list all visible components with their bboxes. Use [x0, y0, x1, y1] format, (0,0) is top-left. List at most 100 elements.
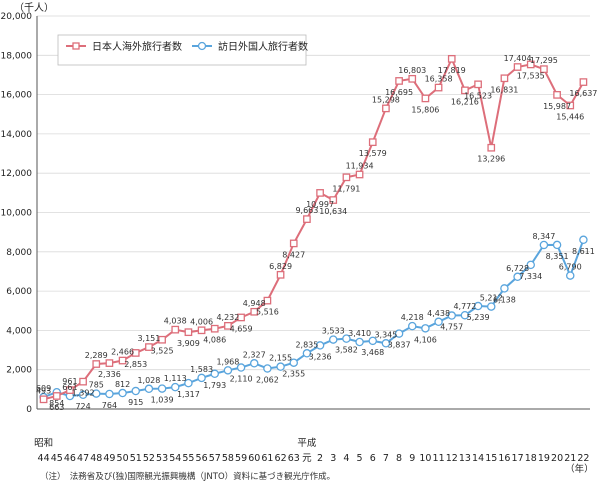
inbound-data-label: 764	[102, 401, 117, 410]
inbound-marker	[473, 301, 483, 311]
x-tick-label: 22	[577, 453, 589, 464]
outbound-data-label: 11,934	[346, 161, 374, 170]
inbound-marker	[421, 324, 430, 333]
outbound-data-label: 2,853	[124, 360, 147, 369]
outbound-marker	[184, 328, 193, 337]
outbound-data-label: 17,535	[517, 71, 545, 80]
inbound-marker	[566, 271, 575, 280]
outbound-marker	[158, 335, 166, 344]
y-tick-label: 16,000	[1, 91, 33, 101]
x-tick-label: 61	[261, 453, 273, 464]
outbound-marker	[355, 170, 364, 179]
inbound-marker	[500, 284, 509, 293]
outbound-marker	[434, 83, 443, 92]
outbound-data-label: 13,579	[359, 149, 387, 158]
inbound-data-label: 6,728	[506, 264, 529, 273]
y-tick-label: 4,000	[6, 326, 32, 336]
outbound-data-label: 15,987	[543, 102, 571, 111]
x-tick-label: 46	[64, 453, 76, 464]
outbound-marker	[105, 359, 114, 367]
inbound-data-label: 4,757	[440, 323, 463, 332]
inbound-marker	[236, 363, 246, 372]
x-unit-label: （年）	[565, 463, 594, 475]
x-tick-label: 9	[409, 453, 415, 464]
y-tick-label: 10,000	[1, 209, 33, 219]
era-label-heisei: 平成	[297, 437, 317, 449]
outbound-marker	[540, 65, 548, 74]
inbound-marker	[434, 317, 443, 327]
inbound-data-label: 6,790	[559, 263, 582, 272]
outbound-marker	[461, 86, 469, 95]
inbound-marker	[328, 335, 338, 344]
inbound-data-label: 1,968	[216, 357, 239, 366]
inbound-marker	[342, 334, 351, 343]
outbound-data-label: 2,289	[85, 351, 108, 360]
outbound-data-label: 16,358	[425, 75, 453, 84]
inbound-marker	[526, 260, 536, 270]
outbound-marker	[210, 324, 219, 333]
x-tick-label: 62	[275, 453, 287, 464]
x-tick-label: 57	[209, 453, 221, 464]
inbound-data-label: 1,793	[203, 381, 226, 390]
outbound-marker	[447, 55, 456, 63]
outbound-marker	[118, 356, 127, 365]
outbound-marker	[421, 94, 430, 103]
y-tick-label: 12,000	[1, 169, 33, 179]
x-tick-label: 7	[383, 453, 389, 464]
x-tick-label: 44	[38, 453, 50, 464]
outbound-marker	[316, 189, 324, 197]
x-tick-label: 48	[90, 453, 102, 464]
inbound-marker	[157, 384, 167, 393]
outbound-marker	[342, 173, 351, 182]
outbound-marker	[145, 343, 153, 351]
outbound-data-label: 17,819	[438, 66, 466, 75]
inbound-data-label: 854	[49, 399, 64, 408]
outbound-data-label: 16,831	[490, 85, 518, 94]
x-tick-label: 5	[357, 453, 363, 464]
source-note: （注） 法務省及び(独)国際観光振興機構（JNTO）資料に基づき観光庁作成。	[40, 472, 336, 482]
x-tick-label: 10	[419, 453, 431, 464]
inbound-marker	[394, 329, 404, 338]
inbound-data-label: 1,028	[137, 376, 160, 385]
x-tick-label: 49	[103, 453, 115, 464]
x-tick-label: 55	[182, 453, 194, 464]
inbound-data-label: 3,468	[361, 348, 384, 357]
x-tick-label: 54	[169, 453, 181, 464]
x-tick-label: 8	[396, 453, 402, 464]
inbound-data-label: 609	[36, 384, 51, 393]
inbound-marker	[210, 369, 219, 379]
x-tick-label: 45	[51, 453, 63, 464]
outbound-marker	[197, 326, 206, 335]
outbound-marker	[237, 313, 245, 322]
inbound-data-label: 4,218	[401, 313, 424, 322]
outbound-data-label: 10,997	[306, 200, 334, 209]
inbound-marker	[184, 378, 193, 388]
x-tick-label: 58	[222, 453, 234, 464]
inbound-data-label: 2,062	[256, 375, 279, 384]
outbound-marker	[276, 270, 285, 279]
inbound-data-label: 812	[115, 380, 130, 389]
inbound-marker	[579, 235, 588, 245]
inbound-marker	[513, 272, 522, 282]
outbound-data-label: 10,634	[319, 207, 347, 216]
outbound-marker	[487, 143, 496, 152]
y-tick-label: 2,000	[6, 366, 32, 376]
outbound-data-label: 17,295	[530, 56, 558, 65]
inbound-line	[43, 239, 585, 398]
outbound-data-label: 15,298	[372, 95, 400, 104]
outbound-data-label: 4,948	[243, 299, 266, 308]
y-tick-label: 18,000	[1, 51, 33, 61]
inbound-marker	[315, 341, 325, 350]
inbound-marker	[407, 321, 417, 331]
inbound-marker	[355, 337, 364, 347]
x-tick-label: 59	[235, 453, 247, 464]
inbound-data-label: 3,837	[388, 341, 411, 350]
inbound-marker	[249, 359, 259, 368]
outbound-data-label: 493	[36, 386, 51, 395]
inbound-marker	[552, 240, 562, 250]
y-tick-label: 6,000	[6, 287, 32, 297]
outbound-marker	[579, 78, 588, 86]
inbound-marker	[381, 339, 391, 348]
outbound-data-label: 16,637	[569, 89, 597, 98]
